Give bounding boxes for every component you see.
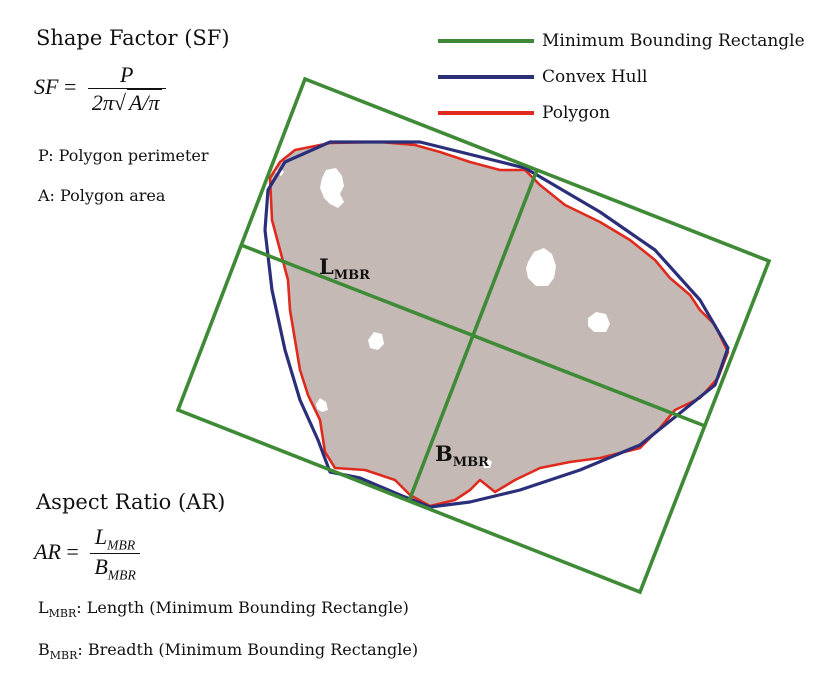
shape-factor-formula: SF = P 2π√ A/π	[34, 62, 166, 116]
ar-equals: =	[66, 538, 79, 564]
legend-label-mbr: Minimum Bounding Rectangle	[542, 31, 805, 51]
note-breadth: BMBR: Breadth (Minimum Bounding Rectangl…	[38, 640, 419, 663]
sf-equals: =	[63, 74, 77, 100]
mbr-rectangle	[175, 76, 772, 595]
polygon-fill	[270, 142, 728, 506]
sf-lhs: SF	[34, 74, 59, 100]
sf-fraction: P 2π√ A/π	[87, 62, 166, 116]
sf-radicand: A/π	[126, 89, 162, 115]
polygon-holes	[275, 168, 610, 468]
mbr-group	[175, 76, 772, 595]
legend-swatch-hull	[438, 75, 534, 79]
note-length: LMBR: Length (Minimum Bounding Rectangle…	[38, 598, 409, 621]
legend-item-hull: Convex Hull	[438, 67, 648, 87]
note-perimeter: P: Polygon perimeter	[38, 146, 209, 165]
legend-item-polygon: Polygon	[438, 103, 610, 123]
ar-lhs: AR	[34, 538, 61, 564]
legend-item-mbr: Minimum Bounding Rectangle	[438, 31, 805, 51]
hole-3	[588, 312, 610, 332]
convex-hull	[263, 140, 730, 509]
hole-4	[368, 332, 384, 350]
ar-numerator: LMBR	[94, 524, 136, 553]
b-mbr-label: BMBR	[435, 441, 489, 471]
hole-2	[526, 248, 556, 286]
ar-denominator: BMBR	[90, 553, 140, 583]
note-area: A: Polygon area	[38, 186, 166, 205]
shape-factor-heading: Shape Factor (SF)	[36, 26, 230, 50]
legend-swatch-mbr	[438, 39, 534, 43]
legend-label-hull: Convex Hull	[542, 67, 648, 87]
l-mbr-label: LMBR	[319, 254, 370, 284]
hole-5	[316, 398, 328, 412]
hole-7	[482, 458, 492, 468]
legend-label-polygon: Polygon	[542, 103, 611, 123]
hole-1	[320, 168, 344, 208]
sf-denominator: 2π√ A/π	[87, 88, 166, 116]
ar-fraction: LMBR BMBR	[90, 524, 140, 584]
legend-swatch-polygon	[438, 111, 534, 115]
sf-numerator: P	[119, 62, 134, 87]
aspect-ratio-formula: AR = LMBR BMBR	[34, 524, 140, 584]
mbr-breadth-axis	[407, 169, 539, 502]
aspect-ratio-heading: Aspect Ratio (AR)	[36, 490, 226, 514]
